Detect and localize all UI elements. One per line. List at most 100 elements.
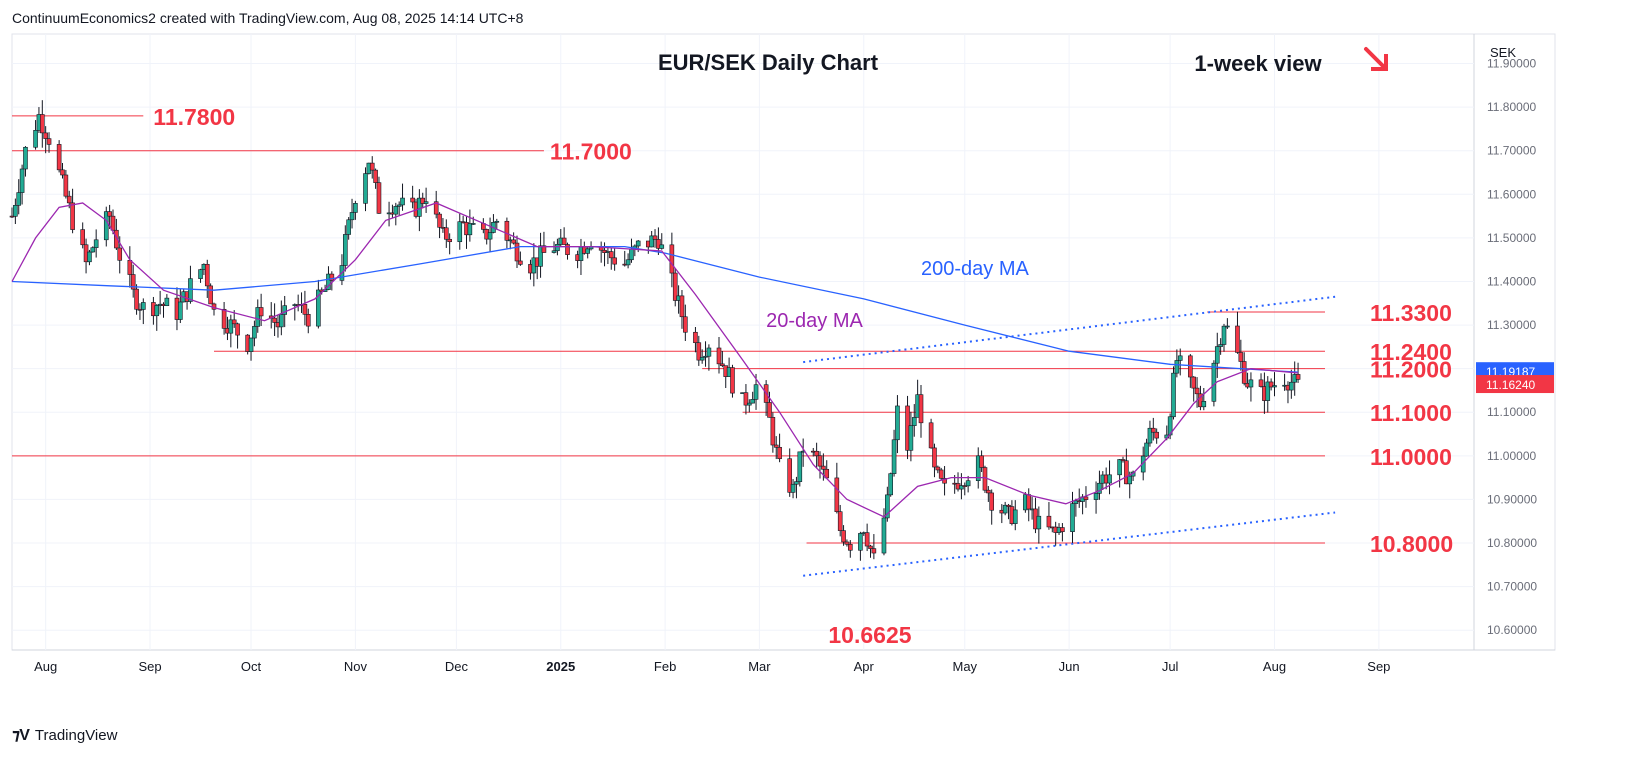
candle-body [1198, 393, 1203, 408]
candle-body [518, 260, 523, 265]
candle-body [975, 455, 981, 481]
candle-body [982, 467, 988, 491]
candle-body [649, 235, 654, 248]
candle-body [1070, 503, 1075, 532]
candle-body [797, 451, 803, 482]
candle-body [1012, 509, 1018, 524]
candle-body [198, 269, 203, 279]
candle-body [1127, 475, 1133, 485]
candle-body [868, 545, 873, 549]
x-tick-label: Mar [748, 659, 771, 674]
candle-body [1201, 401, 1207, 408]
level-label: 11.0000 [1370, 444, 1452, 470]
grid [11, 33, 1556, 651]
candle-body [107, 211, 112, 217]
candle-body [393, 206, 399, 215]
candle-body [110, 215, 116, 231]
candle-body [127, 260, 133, 275]
candle-body [410, 197, 415, 203]
candle-body [103, 211, 109, 241]
candle-body [629, 248, 634, 261]
candle-body [1211, 362, 1217, 402]
ma200-label: 200-day MA [921, 258, 1029, 280]
candle-body [396, 204, 402, 207]
candle-body [585, 248, 591, 254]
candle-body [918, 394, 924, 424]
candle-body [672, 272, 678, 301]
candle-body [1151, 427, 1156, 433]
candle-body [1194, 387, 1200, 395]
candle-body [986, 489, 991, 494]
plot-frame [11, 33, 1556, 651]
candle-body [1248, 379, 1254, 388]
tradingview-brand: TradingView [34, 726, 118, 744]
candle-body [326, 273, 331, 290]
candle-body [551, 250, 557, 253]
candle-body [837, 511, 843, 531]
x-tick-label: Feb [654, 659, 676, 674]
candle-body [817, 455, 823, 467]
candle-body [1154, 431, 1159, 439]
low-label: 10.6625 [828, 622, 911, 648]
candle-body [1268, 381, 1274, 388]
y-tick-label: 11.50000 [1487, 231, 1536, 245]
candle-body [1060, 527, 1065, 532]
candle-body [1235, 325, 1240, 353]
candle-body [1272, 385, 1277, 388]
candle-body [130, 274, 136, 290]
candle-body [706, 347, 712, 357]
candle-body [164, 297, 170, 306]
candle-body [487, 232, 493, 240]
candle-body [43, 132, 48, 139]
candle-body [885, 494, 890, 519]
candle-body [965, 480, 971, 487]
candle-body [423, 201, 429, 204]
candle-body [511, 239, 516, 244]
candle-body [70, 202, 75, 230]
tradingview-logo[interactable]: ⁊V TradingView [12, 725, 117, 745]
candle-body [635, 240, 641, 247]
candle-body [188, 278, 193, 302]
candle-body [844, 541, 850, 545]
candle-body [858, 533, 863, 551]
y-tick-label: 10.80000 [1487, 536, 1537, 550]
candle-body [1295, 374, 1301, 380]
candles [9, 100, 1301, 561]
candle-body [696, 342, 702, 361]
candle-body [137, 308, 143, 311]
candle-body [1097, 482, 1102, 494]
candle-body [231, 319, 237, 325]
candle-body [369, 162, 375, 171]
candle-body [746, 402, 752, 406]
candle-body [23, 146, 28, 170]
candle-body [258, 307, 264, 317]
candle-body [821, 465, 826, 470]
candle-body [669, 244, 675, 274]
x-tick-label: Aug [1263, 659, 1286, 674]
candle-body [989, 492, 995, 511]
candle-body [80, 229, 85, 246]
candle-body [847, 543, 853, 551]
candle-body [252, 326, 257, 339]
candle-body [255, 307, 261, 327]
candle-body [652, 235, 658, 240]
candle-body [659, 244, 665, 249]
candle-body [90, 247, 96, 253]
candle-body [1120, 459, 1126, 462]
down-arrow-icon [1364, 47, 1388, 71]
x-tick-label: May [952, 659, 977, 674]
x-tick-label: Sep [138, 659, 161, 674]
candle-body [790, 483, 796, 493]
candle-body [346, 219, 351, 235]
candle-body [154, 305, 160, 317]
y-tick-label: 11.10000 [1487, 405, 1536, 419]
candle-body [470, 223, 476, 225]
candle-body [841, 530, 846, 543]
candle-body [420, 197, 426, 204]
candle-body [1083, 496, 1089, 500]
candle-body [272, 317, 277, 323]
candle-body [33, 130, 38, 148]
candle-body [1265, 381, 1271, 401]
candle-body [730, 367, 735, 394]
